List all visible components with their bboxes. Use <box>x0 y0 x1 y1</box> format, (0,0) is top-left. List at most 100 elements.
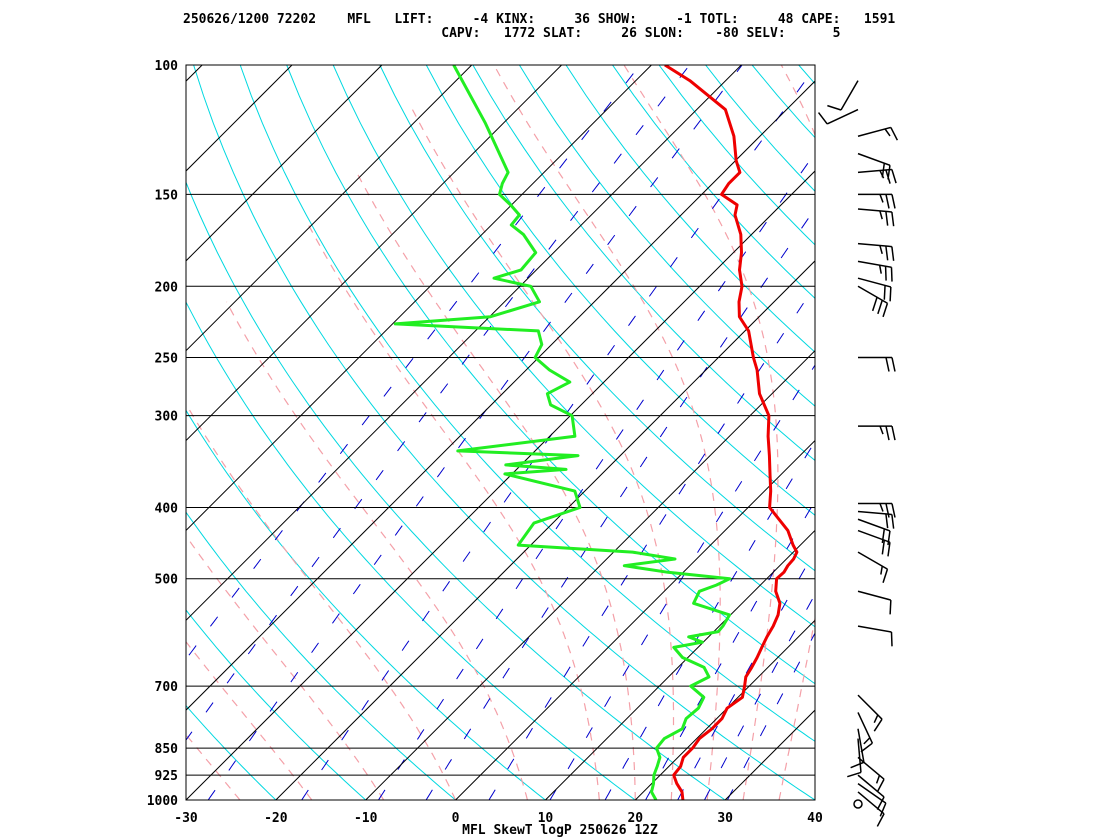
wind-barb-flag <box>885 503 890 518</box>
wind-barb-flag <box>860 742 873 753</box>
wind-barb-flag <box>890 127 899 141</box>
pressure-tick-label: 250 <box>155 351 179 366</box>
isotherm-line <box>275 260 815 800</box>
wind-barb-flag <box>891 357 896 372</box>
wind-barb-flag <box>887 542 891 557</box>
wind-barb-flag <box>884 128 891 137</box>
pressure-tick-label: 925 <box>155 769 178 784</box>
pressure-tick-label: 850 <box>155 742 179 757</box>
wind-barb-flag <box>879 802 887 817</box>
footer-title: MFL SkewT logP 250626 12Z <box>462 823 658 838</box>
isotherm-line <box>186 65 742 621</box>
temperature-tick-label: 0 <box>452 811 460 826</box>
isotherm-line <box>634 619 815 800</box>
wind-barb-flag <box>884 266 887 281</box>
wind-barb-flag <box>881 528 886 544</box>
wind-barb-flag <box>880 566 883 575</box>
wind-barb-flag <box>881 163 886 178</box>
pressure-tick-label: 400 <box>155 502 179 517</box>
wind-barb <box>857 590 892 601</box>
wind-barb-flag <box>878 265 882 274</box>
pressure-tick-label: 1000 <box>147 794 178 809</box>
wind-barb-flag <box>879 503 884 512</box>
wind-barb-flag <box>876 778 885 793</box>
wind-barb-flag <box>879 210 883 220</box>
wind-barb-flag <box>817 112 828 125</box>
isotherm-line <box>186 65 473 352</box>
wind-barb-flag <box>891 169 897 184</box>
mixing-ratio-line <box>378 152 815 800</box>
mixing-ratio-line <box>677 549 815 800</box>
wind-barb-flag <box>889 600 892 615</box>
wind-barb-flag <box>891 246 895 261</box>
temperature-profile <box>664 65 799 800</box>
wind-barb-flag <box>890 631 893 647</box>
dewpoint-line <box>393 65 732 800</box>
moist-adiabat <box>186 534 385 800</box>
temperature-tick-label: -20 <box>264 811 288 826</box>
wind-barb <box>840 80 859 111</box>
mixing-ratio-line <box>549 364 815 800</box>
wind-barb-flag <box>891 514 895 529</box>
moist-adiabat <box>411 109 675 800</box>
wind-barb-flag <box>863 737 871 745</box>
wind-barb-flag <box>891 194 896 209</box>
pressure-tick-label: 150 <box>155 188 179 203</box>
isotherm-line <box>365 350 815 800</box>
isotherms <box>186 65 815 800</box>
wind-barb-flag <box>882 568 889 583</box>
wind-barb-flag <box>885 425 890 441</box>
wind-barb-flag <box>879 425 884 435</box>
temperature-tick-label: -30 <box>174 811 198 826</box>
temperature-tick-label: 20 <box>627 811 643 826</box>
wind-barb-flag <box>891 425 896 441</box>
temperature-line <box>664 65 799 800</box>
mixing-ratio-line <box>704 593 815 800</box>
wind-barb-flag <box>873 714 879 724</box>
wind-barb-flag <box>885 513 889 529</box>
isotherm-line <box>186 65 383 262</box>
temperature-tick-label: 30 <box>717 811 733 826</box>
wind-barb-flag <box>847 771 862 778</box>
header-indices-line-2: CAPV: 1772 SLAT: 26 SLON: -80 SELV: 5 <box>183 26 840 41</box>
wind-barb-flag <box>871 297 878 312</box>
wind-barb <box>826 108 859 125</box>
moist-adiabat <box>186 640 313 800</box>
temperature-tick-label: -10 <box>354 811 378 826</box>
pressure-axis-labels: 100 150 200 250 300 400 500 700 850 925 1000 <box>147 59 178 809</box>
pressure-tick-label: 700 <box>155 680 179 695</box>
wind-barb-flag <box>885 211 889 226</box>
temperature-tick-label: 40 <box>807 811 823 826</box>
isotherm-line <box>186 80 815 711</box>
wind-barb-flag <box>879 194 884 203</box>
mixing-ratio-line <box>645 499 815 800</box>
wind-barb-flag <box>876 813 885 827</box>
mixing-ratio-line <box>488 284 815 800</box>
wind-barb <box>857 625 892 633</box>
wind-barb-flag <box>885 357 890 372</box>
wind-barb-flag <box>877 300 883 315</box>
wind-barb-flag <box>885 245 889 261</box>
isotherm-line <box>545 529 815 800</box>
isobars <box>186 64 815 801</box>
wind-barb-flag <box>875 775 881 784</box>
temperature-axis-labels: -30 -20 -10 0 10 20 30 40 <box>174 811 823 826</box>
temperature-tick-label: 10 <box>538 811 554 826</box>
pressure-tick-label: 200 <box>155 280 179 295</box>
wind-barb-flag <box>891 503 896 518</box>
wind-barb-calm <box>853 799 863 809</box>
wind-barb <box>857 774 885 798</box>
wind-barb-flag <box>890 267 893 282</box>
wind-barb-flag <box>881 540 886 555</box>
wind-barb-flag <box>882 303 889 318</box>
mixing-ratio-line <box>425 207 815 800</box>
wind-barb <box>857 738 862 773</box>
moist-adiabat <box>356 172 636 800</box>
moist-adiabat <box>186 402 457 800</box>
wind-barb <box>857 783 887 804</box>
wind-barb-flag <box>887 530 891 546</box>
wind-barb-flag <box>883 285 886 300</box>
pressure-tick-label: 100 <box>155 59 179 74</box>
